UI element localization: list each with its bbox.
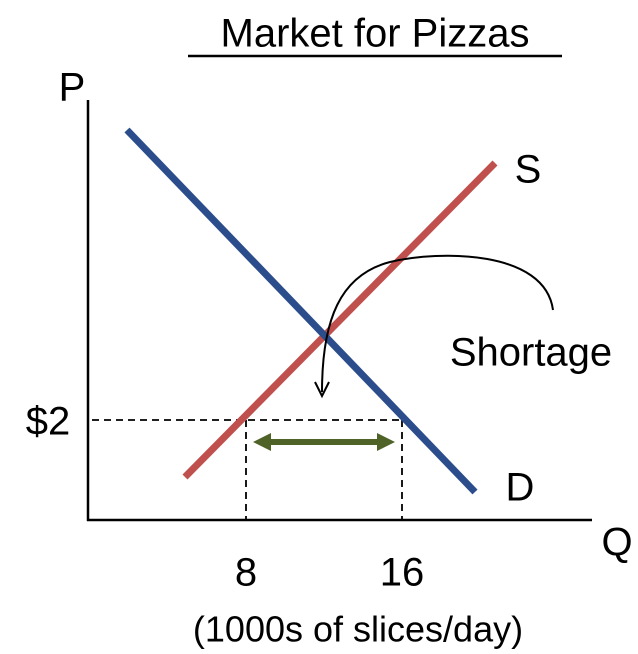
annotation-pointer: [321, 254, 554, 393]
demand-curve: [124, 127, 478, 495]
demand-label: D: [506, 466, 535, 510]
annotation: Shortage: [450, 331, 612, 375]
supply-label: S: [515, 148, 542, 192]
title: Market for Pizzas: [221, 12, 530, 56]
price-label: $2: [26, 400, 71, 444]
quantity-label: 8: [235, 551, 257, 595]
supply-curve: [182, 160, 498, 480]
quantity-label: 16: [380, 551, 425, 595]
annotation-arrowhead: [314, 381, 330, 399]
x-axis-label: Q: [601, 521, 632, 565]
units-label: (1000s of slices/day): [193, 609, 523, 650]
y-axis-label: P: [59, 66, 86, 110]
